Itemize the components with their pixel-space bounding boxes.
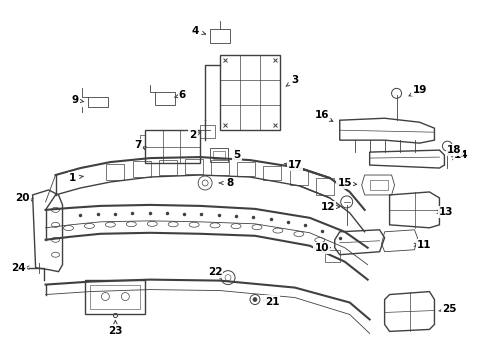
Text: 25: 25 bbox=[442, 305, 457, 315]
Text: 22: 22 bbox=[208, 267, 222, 276]
Text: 21: 21 bbox=[265, 297, 279, 306]
Text: 16: 16 bbox=[315, 110, 329, 120]
Text: 15: 15 bbox=[338, 178, 352, 188]
Text: 4: 4 bbox=[192, 26, 199, 36]
Text: 10: 10 bbox=[315, 243, 329, 253]
Text: 6: 6 bbox=[178, 90, 186, 100]
Text: 1: 1 bbox=[69, 173, 76, 183]
Text: 20: 20 bbox=[15, 193, 30, 203]
Text: 9: 9 bbox=[72, 95, 79, 105]
Text: 13: 13 bbox=[439, 207, 454, 217]
Circle shape bbox=[253, 298, 257, 302]
Text: 23: 23 bbox=[108, 327, 122, 336]
Text: 7: 7 bbox=[135, 140, 142, 150]
Text: 14: 14 bbox=[454, 150, 469, 160]
Text: 11: 11 bbox=[417, 240, 432, 250]
Text: 3: 3 bbox=[291, 75, 298, 85]
Text: 19: 19 bbox=[412, 85, 427, 95]
Text: 2: 2 bbox=[190, 130, 197, 140]
Text: 12: 12 bbox=[320, 202, 335, 212]
Text: 24: 24 bbox=[11, 263, 26, 273]
Text: 8: 8 bbox=[226, 178, 234, 188]
Text: 5: 5 bbox=[233, 150, 241, 160]
Text: 17: 17 bbox=[288, 160, 302, 170]
Text: 18: 18 bbox=[447, 145, 462, 155]
